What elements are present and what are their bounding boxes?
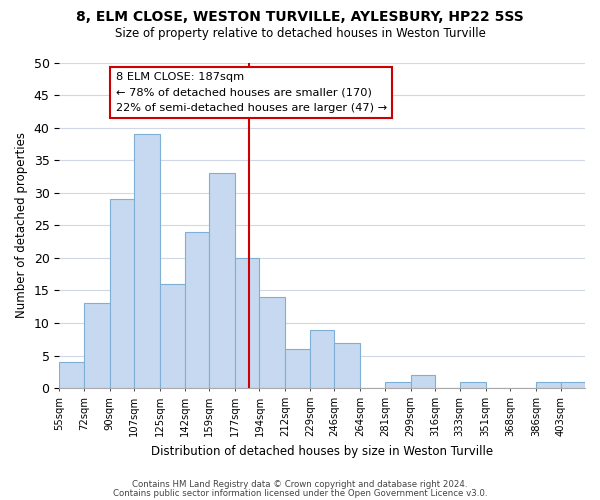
Bar: [536, 382, 560, 388]
Bar: [185, 232, 209, 388]
Bar: [286, 349, 310, 388]
Bar: [560, 382, 585, 388]
Bar: [385, 382, 411, 388]
Text: 8, ELM CLOSE, WESTON TURVILLE, AYLESBURY, HP22 5SS: 8, ELM CLOSE, WESTON TURVILLE, AYLESBURY…: [76, 10, 524, 24]
Bar: [84, 304, 110, 388]
Bar: [235, 258, 259, 388]
Bar: [209, 173, 235, 388]
Bar: [411, 375, 435, 388]
Bar: [460, 382, 485, 388]
Text: Contains public sector information licensed under the Open Government Licence v3: Contains public sector information licen…: [113, 488, 487, 498]
X-axis label: Distribution of detached houses by size in Weston Turville: Distribution of detached houses by size …: [151, 444, 493, 458]
Text: Size of property relative to detached houses in Weston Turville: Size of property relative to detached ho…: [115, 28, 485, 40]
Text: Contains HM Land Registry data © Crown copyright and database right 2024.: Contains HM Land Registry data © Crown c…: [132, 480, 468, 489]
Text: 8 ELM CLOSE: 187sqm
← 78% of detached houses are smaller (170)
22% of semi-detac: 8 ELM CLOSE: 187sqm ← 78% of detached ho…: [116, 72, 387, 112]
Bar: [310, 330, 334, 388]
Bar: [160, 284, 185, 388]
Bar: [334, 342, 361, 388]
Bar: [259, 297, 286, 388]
Bar: [110, 200, 134, 388]
Y-axis label: Number of detached properties: Number of detached properties: [15, 132, 28, 318]
Bar: [134, 134, 160, 388]
Bar: [59, 362, 84, 388]
